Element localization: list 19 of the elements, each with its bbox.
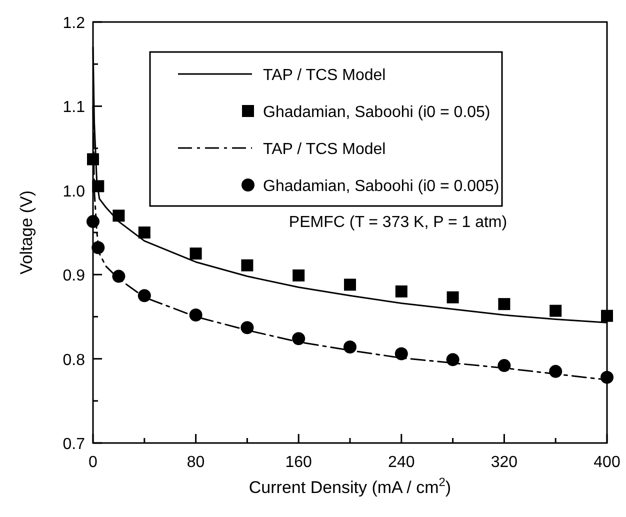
y-tick-label: 0.9 bbox=[62, 268, 86, 285]
y-tick-label: 1.1 bbox=[62, 99, 86, 116]
y-tick-label: 0.7 bbox=[62, 436, 86, 453]
y-tick-label: 1.0 bbox=[62, 183, 86, 200]
x-tick-label: 400 bbox=[594, 454, 620, 471]
y-axis-title: Voltage (V) bbox=[17, 190, 36, 275]
annotation: PEMFC (T = 373 K, P = 1 atm) bbox=[288, 214, 508, 231]
x-tick-label: 240 bbox=[388, 454, 415, 471]
x-tick-label: 320 bbox=[490, 454, 518, 471]
x-tick-label: 160 bbox=[285, 454, 312, 471]
y-tick-label: 1.2 bbox=[62, 15, 86, 32]
x-tick-label: 80 bbox=[186, 454, 205, 471]
legend-label: Ghadamian, Saboohi (i0 = 0.005) bbox=[263, 178, 500, 195]
legend-label: Ghadamian, Saboohi (i0 = 0.05) bbox=[263, 104, 490, 121]
legend-label: TAP / TCS Model bbox=[263, 141, 386, 158]
x-tick-label: 0 bbox=[88, 454, 98, 471]
x-axis-title: Current Density (mA / cm$^{2}$) bbox=[248, 475, 452, 497]
y-tick-label: 0.8 bbox=[62, 352, 86, 369]
legend-label: TAP / TCS Model bbox=[263, 67, 386, 84]
